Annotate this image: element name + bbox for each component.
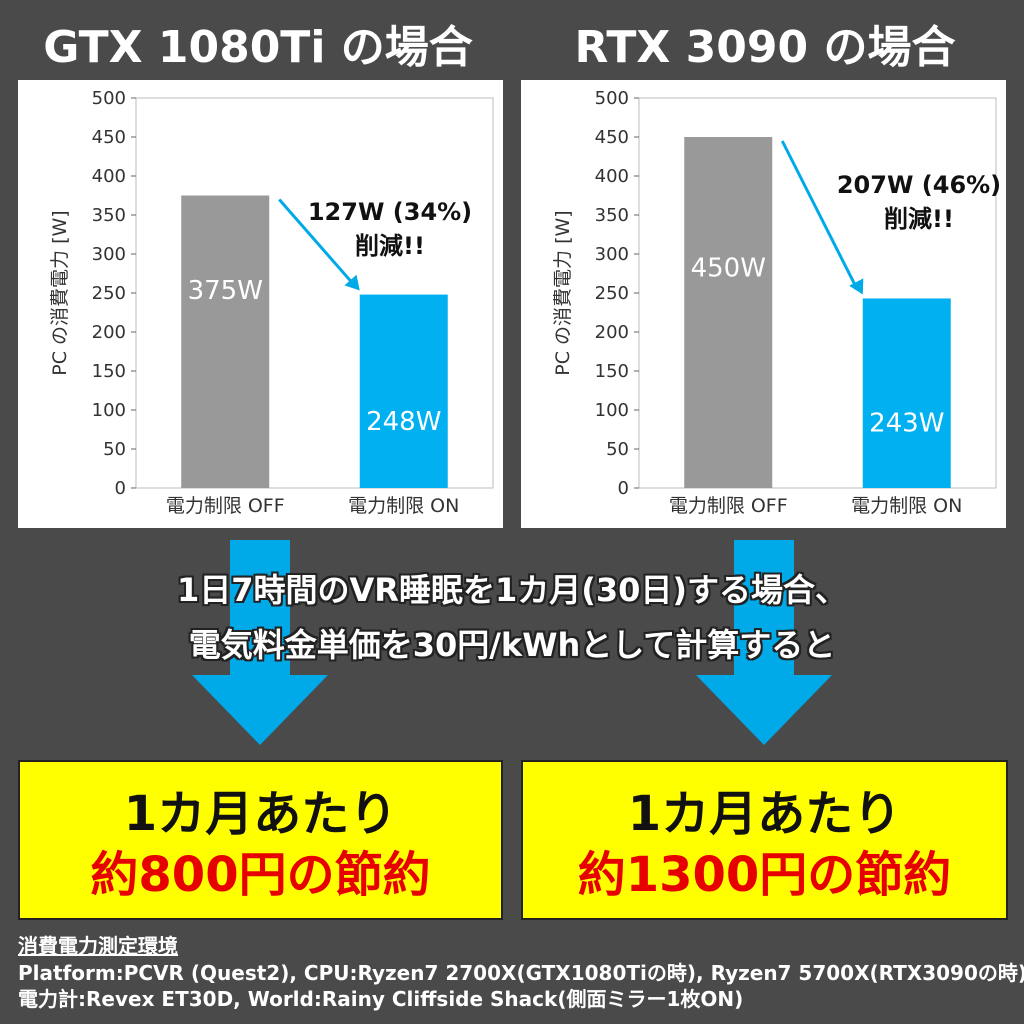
y-tick-label: 200: [92, 322, 126, 343]
annotation-text: 127W (34%): [308, 198, 472, 226]
down-arrow-left-icon: [192, 540, 328, 745]
chart-title-right: RTX 3090 の場合: [574, 22, 956, 73]
bar: [862, 298, 951, 488]
y-tick-label: 100: [92, 400, 126, 421]
x-category-label: 電力制限 ON: [348, 495, 459, 517]
y-tick-label: 450: [92, 127, 126, 148]
y-tick-label: 50: [103, 439, 126, 460]
y-tick-label: 200: [595, 322, 629, 343]
y-tick-label: 250: [92, 283, 126, 304]
y-tick-label: 300: [595, 244, 629, 265]
savings-box-right: 1カ月あたり 約1300円の節約: [521, 760, 1008, 920]
bar-value-label: 450W: [691, 254, 766, 284]
footer-meter-line: 電力計:Revex ET30D, World:Rainy Cliffside S…: [18, 987, 744, 1011]
chart-title-left: GTX 1080Ti の場合: [43, 22, 473, 73]
y-axis-label: PC の消費電力 [W]: [49, 210, 71, 375]
y-tick-label: 100: [595, 400, 629, 421]
annotation-arrow-line: [780, 140, 859, 290]
y-tick-label: 300: [92, 244, 126, 265]
annotation-text: 削減!!: [355, 232, 425, 260]
y-tick-label: 250: [595, 283, 629, 304]
footer-platform-line: Platform:PCVR (Quest2), CPU:Ryzen7 2700X…: [18, 961, 1024, 985]
bar-value-label: 248W: [366, 407, 441, 437]
y-tick-label: 450: [595, 127, 629, 148]
y-tick-label: 150: [92, 361, 126, 382]
y-tick-label: 350: [92, 205, 126, 226]
x-category-label: 電力制限 OFF: [669, 495, 788, 517]
savings-period-right: 1カ月あたり: [627, 786, 902, 842]
y-tick-label: 500: [595, 88, 629, 109]
bar-value-label: 243W: [869, 409, 944, 439]
bar: [181, 195, 270, 488]
footer-heading: 消費電力測定環境: [18, 934, 178, 958]
annotation-arrow-line: [278, 198, 355, 286]
bar-value-label: 375W: [188, 276, 263, 306]
y-tick-label: 350: [595, 205, 629, 226]
y-tick-label: 400: [92, 166, 126, 187]
y-tick-label: 0: [618, 478, 629, 499]
bar: [359, 294, 448, 488]
annotation-text: 削減!!: [884, 205, 954, 233]
annotation-arrow-head: [344, 274, 360, 291]
bar: [684, 137, 773, 488]
savings-box-left: 1カ月あたり 約800円の節約: [18, 760, 503, 920]
x-category-label: 電力制限 ON: [851, 495, 962, 517]
savings-amount-left: 約800円の節約: [90, 847, 431, 903]
y-tick-label: 50: [606, 439, 629, 460]
annotation-arrow-head: [849, 278, 864, 295]
y-axis-label: PC の消費電力 [W]: [552, 210, 574, 375]
savings-amount-right: 約1300円の節約: [577, 847, 952, 903]
x-category-label: 電力制限 OFF: [166, 495, 285, 517]
savings-period-left: 1カ月あたり: [123, 786, 398, 842]
chart-panel-left: 0 50 100 150 200 250 300 350 400 450 500 PC の消費電力 […: [18, 80, 503, 528]
y-tick-label: 150: [595, 361, 629, 382]
y-tick-label: 400: [595, 166, 629, 187]
condition-text-line2: 電気料金単価を30円/kWhとして計算すると: [188, 626, 836, 664]
y-tick-label: 500: [92, 88, 126, 109]
y-tick-label: 0: [115, 478, 126, 499]
condition-text-line1: 1日7時間のVR睡眠を1カ月(30日)する場合、: [177, 571, 847, 609]
chart-right: 0 50 100 150 200 250 300 350 400 450 500 PC の消費電力 […: [552, 88, 1001, 517]
down-arrow-right-icon: [696, 540, 832, 745]
chart-left: 0 50 100 150 200 250 300 350 400 450 500 PC の消費電力 […: [49, 88, 494, 517]
chart-panel-right: 0 50 100 150 200 250 300 350 400 450 500 PC の消費電力 […: [521, 80, 1006, 528]
annotation-text: 207W (46%): [837, 171, 1001, 199]
